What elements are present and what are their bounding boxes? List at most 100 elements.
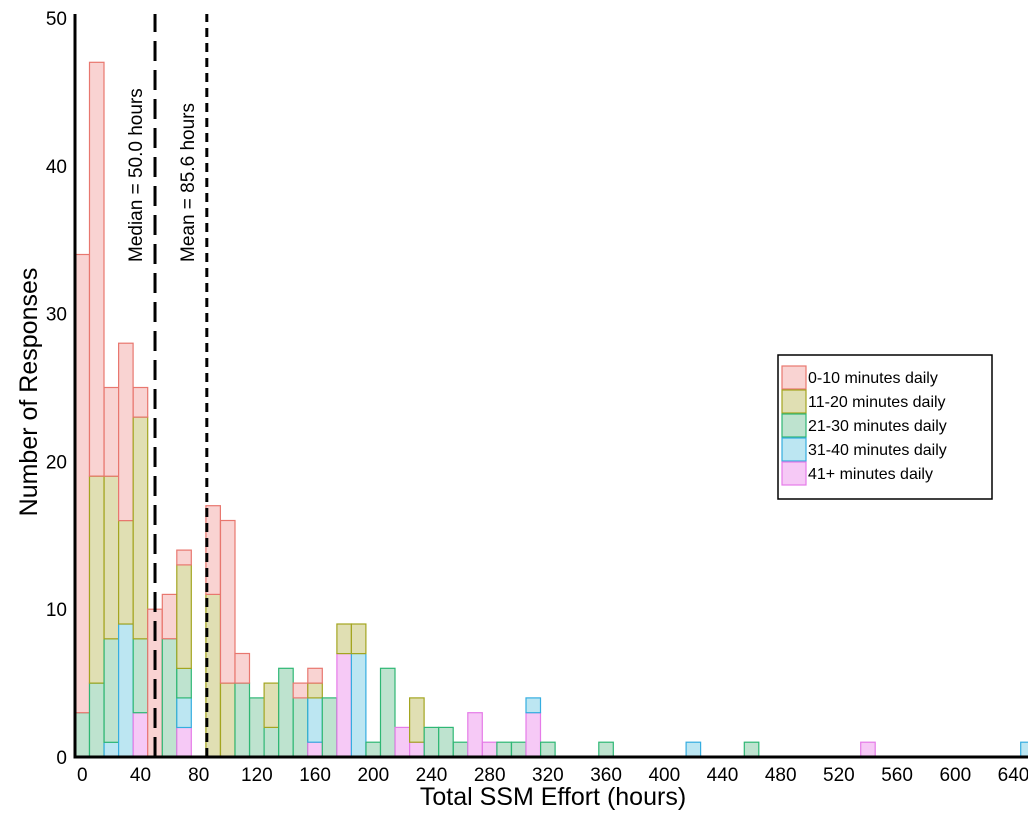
bar-segment — [409, 697, 425, 743]
y-tick-label: 10 — [46, 600, 67, 621]
bar-segment — [219, 519, 236, 684]
bar-segment — [103, 386, 120, 477]
x-tick-label: 280 — [474, 765, 506, 786]
bar-segment — [307, 697, 323, 743]
bar-segment — [496, 741, 512, 758]
bar-segment — [176, 726, 192, 758]
bar-segment — [88, 61, 105, 477]
bar-segment — [103, 475, 120, 640]
legend-label: 41+ minutes daily — [808, 466, 933, 483]
x-tick-label: 0 — [77, 765, 88, 786]
y-tick-label: 0 — [56, 748, 67, 769]
bar-segment — [292, 682, 309, 699]
bar-segment — [423, 726, 440, 758]
legend-swatch — [781, 389, 807, 414]
reference-line-label: Mean = 85.6 hours — [178, 103, 199, 262]
bar-segment — [321, 697, 338, 758]
x-tick-label: 600 — [939, 765, 971, 786]
x-tick-label: 560 — [881, 765, 913, 786]
legend-swatch — [781, 461, 807, 486]
bar-segment — [74, 712, 91, 758]
bar-segment — [481, 741, 498, 758]
bar-segment — [452, 741, 469, 758]
bar-segment — [365, 741, 382, 758]
legend-label: 0-10 minutes daily — [808, 370, 938, 387]
x-tick-label: 160 — [299, 765, 331, 786]
bar-segment — [379, 667, 396, 758]
y-tick-label: 50 — [46, 9, 67, 30]
bar-segment — [467, 712, 483, 758]
bar-segment — [117, 623, 134, 758]
bar-segment — [278, 667, 294, 758]
bar-segment — [161, 638, 178, 758]
bar-segment — [1020, 741, 1028, 758]
bar-segment — [161, 593, 178, 640]
bar-segment — [743, 741, 760, 758]
bar-segment — [525, 712, 542, 758]
reference-line-label: Median = 50.0 hours — [126, 88, 147, 262]
bar-segment — [263, 726, 280, 758]
bar-segment — [307, 682, 323, 699]
legend-label: 21-30 minutes daily — [808, 418, 947, 435]
bar-segment — [132, 712, 149, 758]
bar-segment — [263, 682, 280, 728]
bar-segment — [103, 638, 120, 743]
legend-swatch — [781, 413, 807, 438]
bar-segment — [219, 682, 236, 758]
bar-segment — [117, 519, 134, 625]
x-tick-label: 80 — [188, 765, 209, 786]
legend: 0-10 minutes daily 11-20 minutes daily 21-… — [777, 354, 993, 500]
bar-segment — [117, 342, 134, 522]
bar-segment — [205, 505, 221, 596]
bar-segment — [336, 623, 352, 655]
bar-segment — [292, 697, 309, 758]
y-tick-label: 20 — [46, 452, 67, 473]
y-axis-title: Number of Responses — [15, 268, 43, 517]
bar-segment — [539, 741, 556, 758]
bar-segment — [336, 652, 352, 758]
bar-segment — [132, 416, 149, 640]
y-tick-label: 30 — [46, 305, 67, 326]
x-tick-label: 200 — [357, 765, 389, 786]
x-tick-label: 320 — [532, 765, 564, 786]
bar-segment — [132, 386, 149, 418]
x-tick-label: 240 — [416, 765, 448, 786]
bar-segment — [176, 564, 192, 670]
x-tick-label: 520 — [823, 765, 855, 786]
bar-segment — [598, 741, 614, 758]
axes — [73, 14, 1028, 759]
legend-swatch — [781, 365, 807, 390]
legend-label: 11-20 minutes daily — [808, 394, 946, 411]
x-tick-label: 400 — [648, 765, 680, 786]
tick-labels: 0 40 80 120 160 200 240 280 320 360 400 440 480 520 56… — [46, 9, 1028, 786]
legend-label: 31-40 minutes daily — [808, 442, 947, 459]
x-tick-label: 40 — [130, 765, 151, 786]
bar-segment — [249, 697, 265, 758]
bar-segment — [234, 682, 251, 758]
legend-box — [777, 354, 993, 500]
bar-segment — [103, 741, 120, 758]
bar-segment — [74, 253, 91, 714]
bar-segment — [350, 623, 367, 655]
bar-segment — [525, 697, 542, 714]
bar-segment — [860, 741, 876, 758]
bar-segment — [350, 652, 367, 758]
bar-segment — [510, 741, 527, 758]
x-tick-label: 360 — [590, 765, 622, 786]
x-tick-label: 640 — [998, 765, 1028, 786]
legend-swatch — [781, 437, 807, 462]
y-tick-label: 40 — [46, 157, 67, 178]
reference-lines: Median = 50.0 hours Mean = 85.6 hours — [126, 14, 209, 757]
bar-segment — [307, 741, 323, 758]
x-tick-label: 120 — [241, 765, 273, 786]
bar-segment — [88, 475, 105, 684]
bar-segment — [234, 652, 251, 684]
bar-segment — [409, 741, 425, 758]
bar-segment — [685, 741, 702, 758]
bar-segment — [176, 667, 192, 699]
bar-segment — [438, 726, 454, 758]
bar-segment — [394, 726, 411, 758]
bar-segment — [88, 682, 105, 758]
bar-segment — [307, 667, 323, 684]
